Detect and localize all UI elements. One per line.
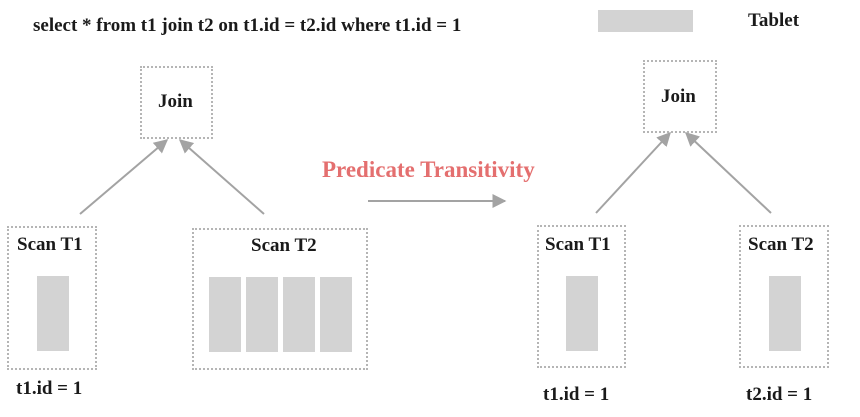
- left-scan2-to-join-arrow: [178, 139, 265, 215]
- tablet-block: [37, 276, 69, 351]
- left-join-label: Join: [158, 91, 193, 112]
- right-scan-t2-label: Scan T2: [748, 234, 814, 255]
- tablet-block: [209, 277, 241, 352]
- right-join-node: Join: [643, 60, 717, 133]
- right-scan2-to-join-arrow: [684, 132, 772, 214]
- left-scan-t1-node: Scan T1: [7, 226, 97, 370]
- left-scan1-to-join-arrow: [79, 139, 169, 215]
- right-scan-t2-node: Scan T2: [739, 225, 829, 368]
- tablet-legend-label: Tablet: [748, 10, 800, 31]
- left-scan-t1-label: Scan T1: [17, 234, 83, 255]
- right-scan-t1-node: Scan T1: [537, 225, 626, 368]
- tablet-block: [283, 277, 315, 352]
- right-scan-t1-predicate: t1.id = 1: [543, 384, 610, 405]
- left-scan-t2-label: Scan T2: [251, 235, 317, 256]
- right-scan-t2-predicate: t2.id = 1: [746, 384, 813, 405]
- tablet-block: [566, 276, 598, 351]
- left-join-node: Join: [140, 66, 213, 139]
- tablet-block: [320, 277, 352, 352]
- right-scan1-to-join-arrow: [595, 131, 671, 214]
- left-scan-t1-predicate: t1.id = 1: [16, 378, 83, 399]
- right-join-label: Join: [661, 86, 696, 107]
- tablet-legend-swatch: [598, 10, 693, 32]
- tablet-block: [246, 277, 278, 352]
- sql-query-text: select * from t1 join t2 on t1.id = t2.i…: [33, 15, 462, 36]
- predicate-transitivity-title: Predicate Transitivity: [322, 157, 535, 182]
- right-scan-t1-label: Scan T1: [545, 234, 611, 255]
- left-scan-t2-node: Scan T2: [192, 228, 368, 370]
- tablet-block: [769, 276, 801, 351]
